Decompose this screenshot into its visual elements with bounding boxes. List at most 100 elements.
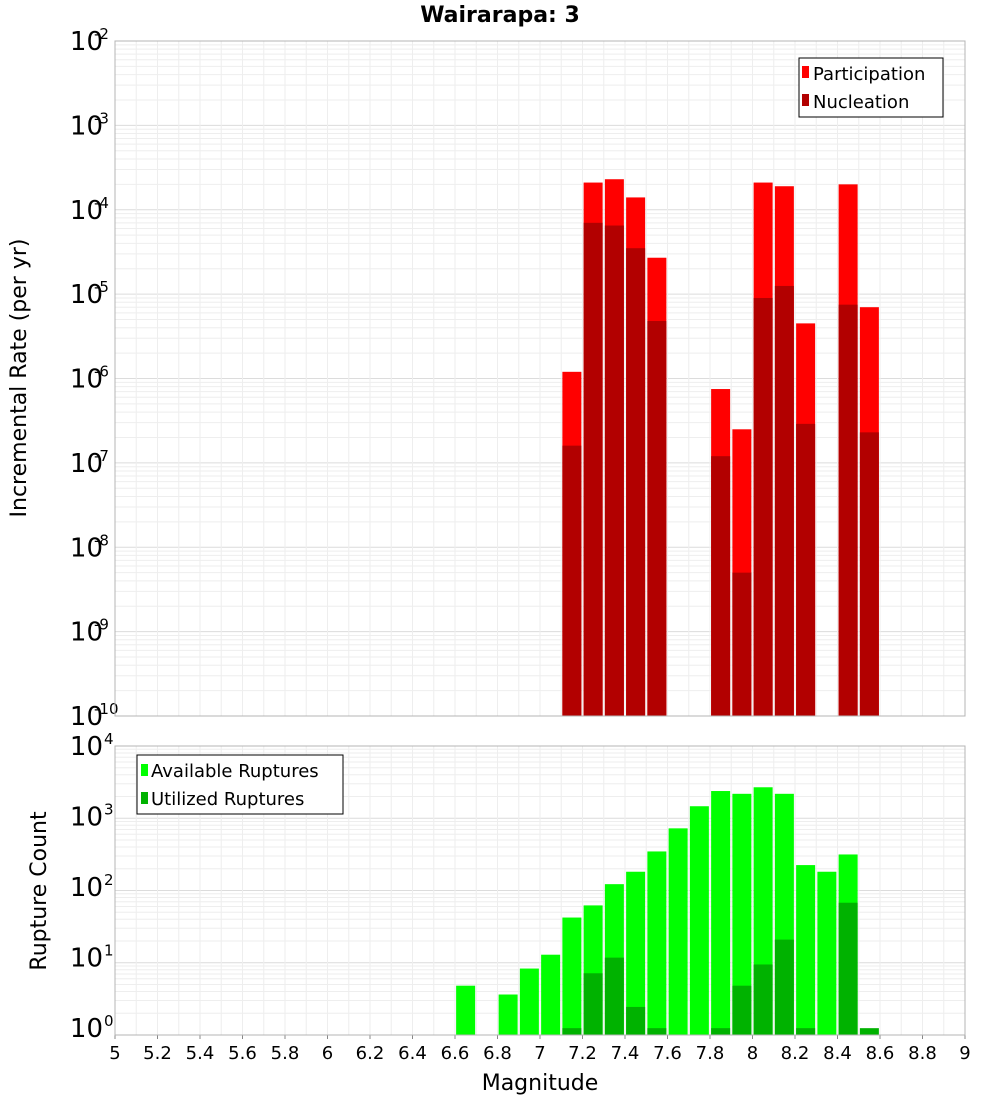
rupture-series-1-bar: [583, 973, 603, 1035]
rate-bars: [562, 179, 879, 717]
x-tick-label: 7.8: [696, 1043, 725, 1064]
rate-y-tick-base: 10: [70, 196, 103, 226]
rupture-series-1-bar: [838, 902, 858, 1035]
x-tick-label: 5.8: [271, 1043, 300, 1064]
rupture-series-1-bar: [604, 957, 624, 1035]
rupture-y-tick-base: 10: [70, 803, 103, 833]
magnitude-x-tick-labels: 5 5.2 5.4 5.6 5.8 6 6.2 6.4 6.6 6.8 7 7.2 7.4 7.6 7.8 8…: [109, 1035, 971, 1064]
rate-series-1-bar: [562, 445, 582, 716]
rate-y-tick-base: 10: [70, 365, 103, 395]
rate-y-tick-exponent: -6: [94, 363, 109, 381]
rate-y-tick-base: 10: [70, 618, 103, 648]
rupture-series-0-bar: [456, 985, 476, 1035]
rupture-series-0-bar: [519, 968, 539, 1035]
available-ruptures-legend-swatch: [141, 764, 148, 776]
rupture-series-1-bar: [753, 964, 773, 1035]
x-tick-label: 7.4: [611, 1043, 640, 1064]
rupture-y-tick-base: 10: [70, 1014, 103, 1044]
rate-series-1-bar: [647, 321, 667, 716]
rate-y-tick-base: 10: [70, 280, 103, 310]
rupture-series-0-bar: [817, 871, 837, 1035]
rate-y-axis-label: Incremental Rate (per yr): [7, 239, 32, 518]
rate-series-1-bar: [859, 432, 879, 716]
rate-y-tick-base: 10: [70, 702, 103, 732]
rupture-series-1-bar: [774, 939, 794, 1035]
rupture-legend: Available Ruptures Utilized Ruptures: [136, 754, 344, 815]
chart-title: Wairarapa: 3: [420, 3, 580, 28]
rupture-series-0-bar: [668, 828, 688, 1035]
nucleation-legend-label: Nucleation: [813, 92, 909, 113]
x-tick-label: 5: [109, 1043, 120, 1064]
rupture-y-tick-exponent: 3: [104, 801, 114, 819]
rate-legend-box: [798, 57, 944, 118]
x-tick-label: 8.4: [823, 1043, 852, 1064]
rupture-y-tick-base: 10: [70, 732, 103, 762]
x-tick-label: 9: [959, 1043, 970, 1064]
rupture-y-tick-base: 10: [70, 873, 103, 903]
rate-y-tick-exponent: -8: [94, 531, 109, 549]
x-tick-label: 5.2: [143, 1043, 172, 1064]
rate-legend: Participation Nucleation: [798, 57, 944, 118]
rupture-series-1-bar: [859, 1028, 879, 1035]
rupture-series-1-bar: [647, 1028, 667, 1035]
rate-gridlines: [114, 41, 966, 717]
available-ruptures-legend-label: Available Ruptures: [151, 761, 319, 782]
rupture-y-tick-exponent: 0: [104, 1012, 114, 1030]
rupture-series-1-bar: [626, 1006, 646, 1035]
rate-series-1-bar: [626, 248, 646, 717]
rupture-series-0-bar: [689, 806, 709, 1035]
rupture-series-0-bar: [498, 994, 518, 1035]
rupture-y-tick-exponent: 2: [104, 871, 114, 889]
rate-series-1-bar: [604, 225, 624, 716]
x-tick-label: 5.4: [186, 1043, 215, 1064]
rate-y-tick-exponent: -9: [94, 616, 109, 634]
rate-y-tick-base: 10: [70, 111, 103, 141]
rate-y-tick-exponent: -4: [94, 194, 109, 212]
x-tick-label: 6.6: [441, 1043, 470, 1064]
x-tick-label: 7: [534, 1043, 545, 1064]
participation-legend-swatch: [802, 66, 809, 78]
x-tick-label: 6.4: [398, 1043, 427, 1064]
rate-series-1-bar: [583, 222, 603, 716]
rate-series-1-bar: [838, 304, 858, 716]
rate-y-tick-base: 10: [70, 533, 103, 563]
rupture-legend-box: [136, 754, 344, 815]
rupture-y-tick-base: 10: [70, 944, 103, 974]
rate-y-tick-exponent: -10: [94, 700, 119, 718]
rupture-series-1-bar: [562, 1028, 582, 1035]
rate-series-1-bar: [796, 423, 816, 716]
x-tick-label: 6.2: [356, 1043, 385, 1064]
plot-border: [114, 40, 966, 717]
rate-y-tick-labels: 10-210-310-410-510-610-710-810-910-10: [70, 25, 119, 732]
rate-y-tick-exponent: -5: [94, 278, 109, 296]
x-tick-label: 7.6: [653, 1043, 682, 1064]
rate-y-tick-base: 10: [70, 27, 103, 57]
rupture-series-0-bar: [732, 793, 752, 1035]
x-tick-label: 8.8: [908, 1043, 937, 1064]
rate-series-1-bar: [753, 297, 773, 716]
utilized-ruptures-legend-swatch: [141, 792, 148, 804]
rupture-y-tick-exponent: 4: [104, 730, 114, 748]
rate-y-tick-base: 10: [70, 449, 103, 479]
rupture-count-bars: [456, 787, 879, 1035]
x-tick-label: 6.8: [483, 1043, 512, 1064]
x-tick-label: 6: [322, 1043, 333, 1064]
participation-legend-label: Participation: [813, 64, 925, 85]
x-tick-label: 8: [747, 1043, 758, 1064]
x-tick-label: 8.6: [866, 1043, 895, 1064]
rate-y-tick-exponent: -3: [94, 109, 109, 127]
rate-y-tick-exponent: -7: [94, 447, 109, 465]
rupture-series-1-bar: [796, 1028, 816, 1035]
rupture-y-tick-exponent: 1: [104, 942, 114, 960]
rate-series-1-bar: [774, 285, 794, 716]
rupture-series-0-bar: [796, 865, 816, 1035]
rupture-series-1-bar: [711, 1028, 731, 1035]
x-tick-label: 8.2: [781, 1043, 810, 1064]
plot-border: [114, 745, 966, 1036]
rate-panel: 10-210-310-410-510-610-710-810-910-10 In…: [7, 25, 966, 732]
rupture-series-0-bar: [626, 871, 646, 1035]
rupture-series-0-bar: [711, 791, 731, 1035]
